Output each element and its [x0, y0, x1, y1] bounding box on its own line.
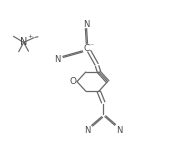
Text: O: O — [70, 77, 77, 86]
Text: N: N — [20, 37, 27, 47]
Text: ⁻: ⁻ — [90, 42, 94, 51]
Text: C: C — [83, 44, 90, 52]
Text: N: N — [116, 126, 122, 135]
Text: +: + — [28, 33, 33, 39]
Text: N: N — [84, 126, 91, 135]
Text: N: N — [83, 20, 90, 28]
Text: N: N — [55, 55, 61, 64]
